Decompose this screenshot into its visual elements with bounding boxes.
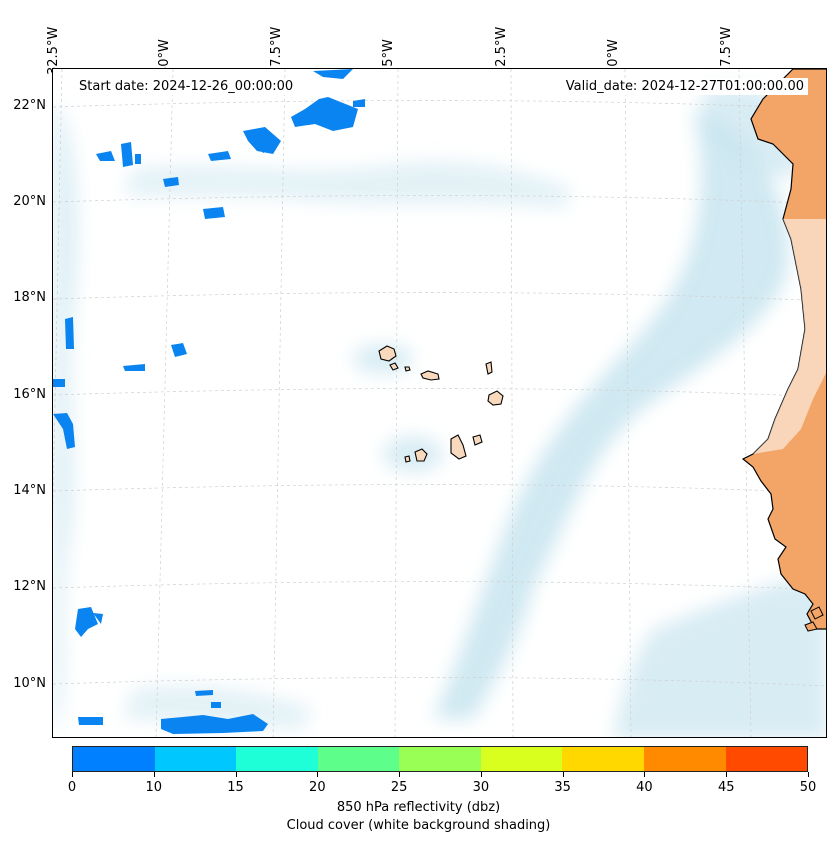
colorbar-tick-label: 35: [554, 780, 571, 795]
colorbar-segment: [399, 747, 481, 771]
cloud-band-main: [433, 109, 789, 719]
island-boa-vista: [487, 390, 504, 406]
island-brava: [404, 455, 411, 463]
colorbar-segment: [725, 747, 808, 771]
colorbar-tick-label: 25: [390, 780, 408, 795]
colorbar-tick-label: 30: [472, 780, 490, 795]
colorbar-segment: [562, 747, 644, 771]
island-fogo: [414, 448, 428, 462]
map-canvas: [53, 69, 826, 737]
cloud-north-strip: [123, 161, 573, 209]
colorbar-tick-label: 50: [799, 780, 817, 795]
island-sao-vicente: [389, 362, 399, 371]
colorbar-label: 850 hPa reflectivity (dbz): [336, 800, 501, 815]
colorbar-sublabel: Cloud cover (white background shading): [286, 818, 551, 833]
colorbar-tick-mark: [72, 772, 73, 777]
lat-label: 16°N: [13, 387, 46, 402]
island-sao-nicolau: [420, 370, 440, 381]
lat-label: 22°N: [13, 98, 46, 113]
africa-landmass: [741, 69, 826, 632]
island-maio: [472, 434, 483, 446]
graticule: [53, 69, 826, 737]
colorbar-tick-label: 40: [636, 780, 653, 795]
coast-overlay-white: [753, 219, 826, 454]
colorbar-segment: [317, 747, 400, 771]
island-santa-luzia: [404, 366, 411, 372]
colorbar-segment: [73, 747, 155, 771]
island-santo-antao: [378, 345, 397, 362]
colorbar-tick-mark: [153, 772, 155, 777]
cloud-band-east: [613, 579, 826, 737]
cloud-near-islands-2: [383, 436, 443, 472]
colorbar-tick-mark: [808, 772, 809, 777]
colorbar-tick-mark: [562, 772, 564, 777]
lat-label: 18°N: [13, 290, 46, 305]
start-date-label: Start date: 2024-12-26_00:00:00: [75, 78, 298, 95]
colorbar-segment: [480, 747, 563, 771]
colorbar-tick-label: 0: [67, 780, 77, 795]
lat-label: 14°N: [13, 483, 46, 498]
island-santiago: [450, 434, 467, 460]
colorbar-tick-mark: [235, 772, 237, 777]
colorbar-segment: [154, 747, 237, 771]
cape-verde-islands: [378, 345, 504, 463]
colorbar-tick-label: 15: [227, 780, 244, 795]
colorbar-tick-label: 45: [717, 780, 735, 795]
colorbar-tick-label: 20: [309, 780, 326, 795]
map-panel: Start date: 2024-12-26_00:00:00 Valid_da…: [52, 68, 827, 738]
small-islands-bissagos: [804, 606, 824, 632]
colorbar-segment: [236, 747, 318, 771]
valid-date-label: Valid_date: 2024-12-27T01:00:00.00: [561, 78, 808, 95]
reflectivity-patches: [53, 69, 365, 734]
colorbar-tick-mark: [317, 772, 319, 777]
lat-label: 10°N: [13, 676, 46, 691]
lat-label: 12°N: [13, 579, 46, 594]
island-sal: [485, 361, 493, 375]
colorbar-tick-mark: [644, 772, 646, 777]
lat-label: 20°N: [13, 194, 46, 209]
colorbar-segment: [643, 747, 726, 771]
colorbar-tick-mark: [726, 772, 728, 777]
colorbar-tick-mark: [399, 772, 401, 777]
colorbar-tick-label: 10: [145, 780, 163, 795]
colorbar-tick-mark: [480, 772, 482, 777]
reflectivity-colorbar: [72, 746, 808, 772]
